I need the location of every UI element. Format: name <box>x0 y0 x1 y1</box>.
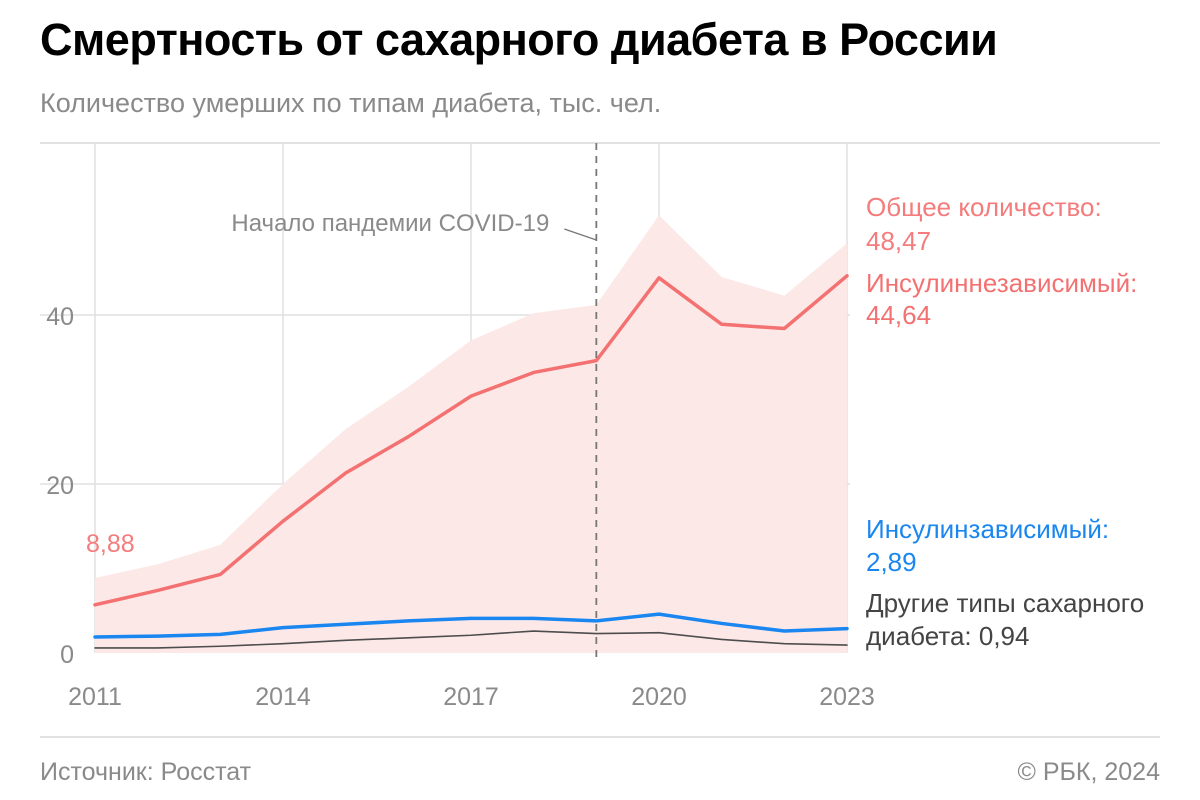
pandemic-annotation-label: Начало пандемии COVID-19 <box>231 210 549 237</box>
total-first-value: 8,88 <box>86 530 135 558</box>
insulin-dependent-last-value: 2,89 <box>866 547 917 577</box>
chart-subtitle: Количество умерших по типам диабета, тыс… <box>40 88 662 118</box>
x-tick-label: 2020 <box>631 683 687 711</box>
annotation-leader-line <box>564 228 597 241</box>
y-tick-label: 40 <box>46 303 74 331</box>
copyright-note: © РБК, 2024 <box>1017 758 1160 786</box>
x-tick-label: 2023 <box>819 683 875 711</box>
other-types-line <box>94 630 848 649</box>
series-labels: Общее количество: 48,47 Инсулиннезависимый… <box>86 192 1144 651</box>
insulin-dependent-series-name: Инсулинзависимый: <box>866 514 1109 544</box>
x-tick-label: 2017 <box>443 683 499 711</box>
other-types-last-value: диабета: 0,94 <box>866 621 1029 651</box>
axis-labels: 0 20 40 2011 2014 2017 2020 2023 <box>46 303 875 711</box>
insulin-independent-line <box>93 274 849 607</box>
total-area-fill <box>95 215 847 654</box>
series-lines <box>93 274 849 649</box>
insulin-dependent-line <box>93 612 849 639</box>
y-tick-label: 0 <box>60 641 74 669</box>
x-tick-label: 2011 <box>68 683 122 711</box>
total-series-name: Общее количество: <box>866 192 1102 222</box>
insulin-independent-series-name: Инсулиннезависимый: <box>866 268 1137 298</box>
other-types-series-name: Другие типы сахарного <box>866 588 1144 618</box>
x-tick-label: 2014 <box>255 683 311 711</box>
total-last-value: 48,47 <box>866 226 931 256</box>
source-note: Источник: Росстат <box>40 758 252 786</box>
y-tick-label: 20 <box>46 472 74 500</box>
insulin-independent-last-value: 44,64 <box>866 300 931 330</box>
pandemic-annotation: Начало пандемии COVID-19 <box>231 143 598 660</box>
chart-title: Смертность от сахарного диабета в России <box>40 14 998 65</box>
total-area <box>95 215 847 654</box>
